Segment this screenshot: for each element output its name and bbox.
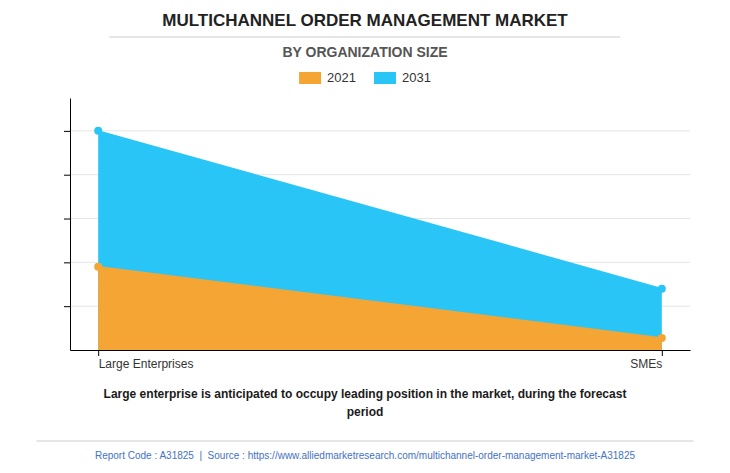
legend: 2021 2031	[299, 70, 431, 85]
subtitle: BY ORGANIZATION SIZE	[282, 44, 447, 60]
line	[98, 131, 662, 289]
tick-label: SMEs	[630, 357, 662, 371]
area	[98, 267, 662, 350]
x-axis: Large Enterprises SMEs	[71, 350, 691, 371]
point	[658, 334, 666, 342]
legend-label: 2031	[402, 70, 431, 85]
point	[658, 285, 666, 293]
tick-mark	[64, 306, 70, 307]
tick	[64, 262, 70, 263]
legend-swatch	[299, 72, 321, 84]
y-axis	[64, 99, 71, 351]
tick: Large Enterprises	[99, 350, 194, 371]
legend-label: 2021	[327, 70, 356, 85]
grid-line	[70, 130, 690, 131]
separator	[110, 37, 621, 38]
marks	[94, 127, 666, 350]
footer: Large enterprise is anticipated to occup…	[104, 387, 627, 419]
legend-item: 2021	[299, 70, 356, 85]
tick	[64, 219, 70, 220]
legend-item: 2031	[374, 70, 431, 85]
tick	[64, 175, 70, 176]
separator	[37, 441, 694, 442]
area	[98, 131, 662, 350]
tick	[64, 306, 70, 307]
source: Report Code : A31825 | Source : https://…	[95, 450, 636, 461]
title: MULTICHANNEL ORDER MANAGEMENT MARKET	[162, 11, 568, 30]
tick-mark	[64, 175, 70, 176]
point	[94, 127, 102, 135]
axis-line	[71, 350, 691, 351]
tick-mark	[64, 219, 70, 220]
tick: SMEs	[630, 350, 662, 371]
tick-mark	[662, 350, 663, 356]
tick-mark	[64, 262, 70, 263]
tick-mark	[98, 350, 99, 356]
tick	[64, 131, 70, 132]
plot: Large Enterprises SMEs	[64, 99, 691, 371]
point	[94, 263, 102, 271]
tick-label: Large Enterprises	[99, 357, 194, 371]
line	[98, 267, 662, 338]
legend-swatch	[374, 72, 396, 84]
axis-line	[70, 99, 71, 351]
chart: MULTICHANNEL ORDER MANAGEMENT MARKET BY O…	[0, 0, 730, 473]
tick-mark	[64, 131, 70, 132]
